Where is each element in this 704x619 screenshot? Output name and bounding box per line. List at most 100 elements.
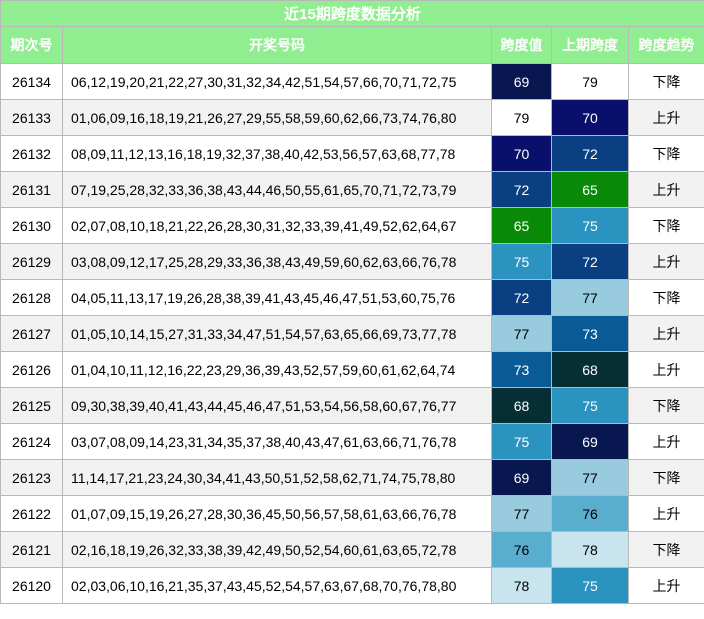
issue-cell: 26125 [0,387,63,424]
data-row: 26131 07,19,25,28,32,33,36,38,43,44,46,50… [0,171,704,208]
trend-cell: 下降 [627,459,704,496]
issue-cell: 26134 [0,63,63,100]
numbers-cell: 04,05,11,13,17,19,26,28,38,39,41,43,45,4… [62,279,492,316]
numbers-cell: 03,08,09,12,17,25,28,29,33,36,38,43,49,5… [62,243,492,280]
issue-cell: 26133 [0,99,63,136]
numbers-cell: 02,07,08,10,18,21,22,26,28,30,31,32,33,3… [62,207,492,244]
column-header: 期次号 [0,26,63,64]
span-cell: 69 [491,459,552,496]
data-row: 26129 03,08,09,12,17,25,28,29,33,36,38,43… [0,243,704,280]
span-cell: 79 [491,99,552,136]
numbers-cell: 11,14,17,21,23,24,30,34,41,43,50,51,52,5… [62,459,492,496]
prev-span-cell: 76 [551,495,629,532]
issue-cell: 26126 [0,351,63,388]
data-row: 26120 02,03,06,10,16,21,35,37,43,45,52,54… [0,567,704,604]
data-row: 26134 06,12,19,20,21,22,27,30,31,32,34,42… [0,63,704,100]
span-cell: 75 [491,423,552,460]
trend-cell: 上升 [627,243,704,280]
span-cell: 77 [491,495,552,532]
issue-cell: 26129 [0,243,63,280]
data-row: 26121 02,16,18,19,26,32,33,38,39,42,49,50… [0,531,704,568]
data-row: 26125 09,30,38,39,40,41,43,44,45,46,47,51… [0,387,704,424]
prev-span-cell: 75 [551,567,629,604]
prev-span-cell: 73 [551,315,629,352]
span-cell: 72 [491,171,552,208]
data-row: 26130 02,07,08,10,18,21,22,26,28,30,31,32… [0,207,704,244]
span-cell: 76 [491,531,552,568]
trend-cell: 上升 [627,171,704,208]
span-cell: 72 [491,279,552,316]
numbers-cell: 03,07,08,09,14,23,31,34,35,37,38,40,43,4… [62,423,492,460]
span-cell: 73 [491,351,552,388]
span-cell: 70 [491,135,552,172]
issue-cell: 26131 [0,171,63,208]
header-row: 期次号 开奖号码 跨度值 上期跨度 跨度趋势 [0,26,704,64]
prev-span-cell: 75 [551,207,629,244]
prev-span-cell: 72 [551,243,629,280]
numbers-cell: 01,06,09,16,18,19,21,26,27,29,55,58,59,6… [62,99,492,136]
issue-cell: 26130 [0,207,63,244]
trend-cell: 下降 [627,207,704,244]
span-cell: 68 [491,387,552,424]
prev-span-cell: 69 [551,423,629,460]
column-header: 开奖号码 [62,26,492,64]
table-title: 近15期跨度数据分析 [0,0,704,27]
span-table: 近15期跨度数据分析 期次号 开奖号码 跨度值 上期跨度 跨度趋势 26134 06,12… [0,0,704,604]
prev-span-cell: 65 [551,171,629,208]
trend-cell: 上升 [627,495,704,532]
issue-cell: 26123 [0,459,63,496]
column-header: 跨度趋势 [627,26,704,64]
data-row: 26122 01,07,09,15,19,26,27,28,30,36,45,50… [0,495,704,532]
data-row: 26126 01,04,10,11,12,16,22,23,29,36,39,43… [0,351,704,388]
trend-cell: 下降 [627,387,704,424]
data-row: 26133 01,06,09,16,18,19,21,26,27,29,55,58… [0,99,704,136]
trend-cell: 下降 [627,135,704,172]
span-cell: 69 [491,63,552,100]
numbers-cell: 09,30,38,39,40,41,43,44,45,46,47,51,53,5… [62,387,492,424]
span-cell: 78 [491,567,552,604]
trend-cell: 上升 [627,99,704,136]
prev-span-cell: 78 [551,531,629,568]
numbers-cell: 06,12,19,20,21,22,27,30,31,32,34,42,51,5… [62,63,492,100]
prev-span-cell: 75 [551,387,629,424]
prev-span-cell: 70 [551,99,629,136]
prev-span-cell: 79 [551,63,629,100]
issue-cell: 26124 [0,423,63,460]
table-body: 26134 06,12,19,20,21,22,27,30,31,32,34,42… [0,63,704,604]
span-cell: 75 [491,243,552,280]
numbers-cell: 01,05,10,14,15,27,31,33,34,47,51,54,57,6… [62,315,492,352]
numbers-cell: 01,07,09,15,19,26,27,28,30,36,45,50,56,5… [62,495,492,532]
trend-cell: 上升 [627,315,704,352]
numbers-cell: 07,19,25,28,32,33,36,38,43,44,46,50,55,6… [62,171,492,208]
data-row: 26127 01,05,10,14,15,27,31,33,34,47,51,54… [0,315,704,352]
column-header: 上期跨度 [551,26,629,64]
trend-cell: 下降 [627,531,704,568]
prev-span-cell: 68 [551,351,629,388]
issue-cell: 26120 [0,567,63,604]
issue-cell: 26128 [0,279,63,316]
data-row: 26123 11,14,17,21,23,24,30,34,41,43,50,51… [0,459,704,496]
numbers-cell: 08,09,11,12,13,16,18,19,32,37,38,40,42,5… [62,135,492,172]
issue-cell: 26121 [0,531,63,568]
trend-cell: 上升 [627,351,704,388]
trend-cell: 上升 [627,567,704,604]
issue-cell: 26127 [0,315,63,352]
span-cell: 65 [491,207,552,244]
data-row: 26128 04,05,11,13,17,19,26,28,38,39,41,43… [0,279,704,316]
prev-span-cell: 77 [551,459,629,496]
prev-span-cell: 77 [551,279,629,316]
numbers-cell: 02,03,06,10,16,21,35,37,43,45,52,54,57,6… [62,567,492,604]
issue-cell: 26132 [0,135,63,172]
data-row: 26132 08,09,11,12,13,16,18,19,32,37,38,40… [0,135,704,172]
trend-cell: 下降 [627,279,704,316]
span-cell: 77 [491,315,552,352]
data-row: 26124 03,07,08,09,14,23,31,34,35,37,38,40… [0,423,704,460]
column-header: 跨度值 [491,26,552,64]
trend-cell: 下降 [627,63,704,100]
numbers-cell: 01,04,10,11,12,16,22,23,29,36,39,43,52,5… [62,351,492,388]
trend-cell: 上升 [627,423,704,460]
prev-span-cell: 72 [551,135,629,172]
numbers-cell: 02,16,18,19,26,32,33,38,39,42,49,50,52,5… [62,531,492,568]
issue-cell: 26122 [0,495,63,532]
